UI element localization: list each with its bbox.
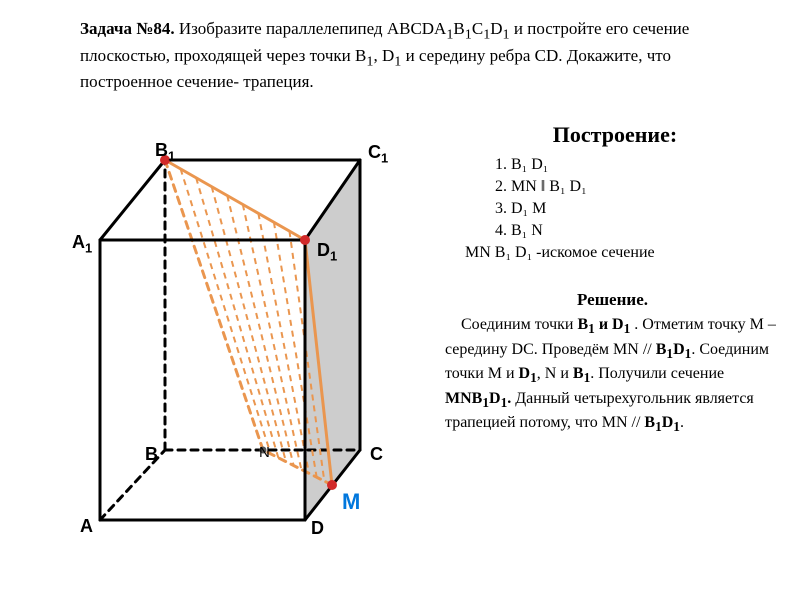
vertex-label-C: C — [370, 444, 383, 465]
vertex-label-A1: A1 — [72, 232, 92, 256]
solution-title: Решение. — [445, 290, 780, 310]
vertex-label-N: N — [259, 444, 270, 461]
vertex-label-M: M — [342, 489, 360, 515]
construction-step: 2. MN ǁ B₁ D₁ — [495, 176, 785, 198]
vertex-label-B: B — [145, 444, 158, 465]
parallelepiped-diagram: A B C D A1 B1 C1 D1 M N — [35, 135, 415, 565]
vertex-label-D: D — [311, 518, 324, 539]
construction-title: Построение: — [445, 122, 785, 148]
construction-steps: 1. B₁ D₁2. MN ǁ B₁ D₁3. D₁ M4. B₁ N — [445, 154, 785, 242]
vertex-label-C1: C1 — [368, 142, 388, 166]
construction-step: 1. B₁ D₁ — [495, 154, 785, 176]
vertex-label-D1: D1 — [317, 240, 337, 264]
problem-statement: Задача №84. Изобразите параллелепипед AB… — [80, 18, 720, 94]
vertex-label-A: A — [80, 516, 93, 537]
construction-step: 4. B₁ N — [495, 220, 785, 242]
solution-block: Решение. Соединим точки B1 и D1 . Отмети… — [445, 290, 780, 437]
problem-title: Задача №84. — [80, 19, 175, 38]
solution-body: Соединим точки B1 и D1 . Отметим точку M… — [445, 314, 780, 437]
construction-result: MN B₁ D₁ -искомое сечение — [445, 244, 785, 262]
construction-block: Построение: 1. B₁ D₁2. MN ǁ B₁ D₁3. D₁ M… — [445, 122, 785, 262]
vertex-label-B1: B1 — [155, 140, 175, 164]
construction-step: 3. D₁ M — [495, 198, 785, 220]
